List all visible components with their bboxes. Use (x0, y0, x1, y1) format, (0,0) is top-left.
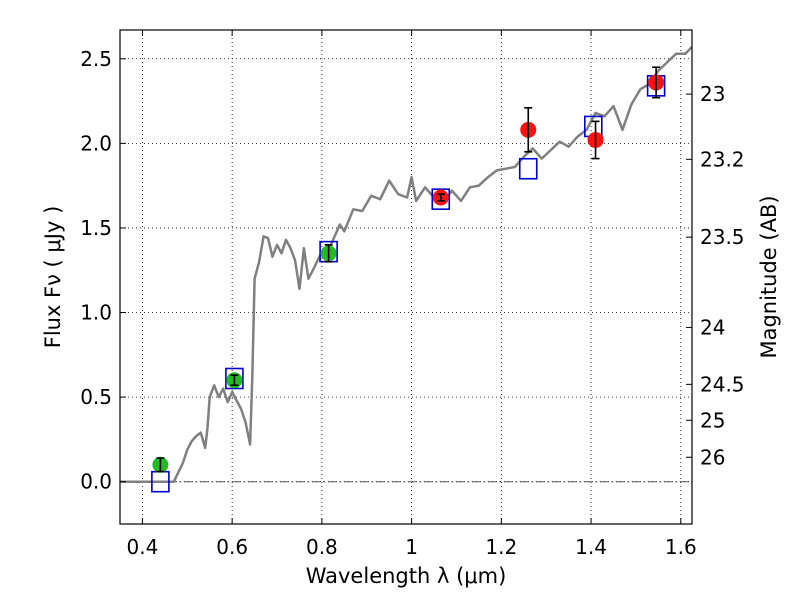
y-tick-label: 2.5 (80, 47, 112, 71)
model-bandpass-square (225, 367, 244, 390)
y2-tick-label: 26 (700, 445, 725, 469)
y-axis: 0.0 0.5 1.0 1.5 2.0 2.5 (80, 47, 126, 494)
y-axis-label: Flux Fν ( μJy ) (41, 206, 65, 349)
y-tick-label: 2.0 (80, 131, 112, 155)
grid-lines (120, 30, 692, 524)
observed-points (152, 66, 665, 473)
x-tick-label: 0.8 (306, 535, 338, 559)
y-tick-label: 1.0 (80, 301, 112, 325)
model-bandpass-markers (151, 75, 666, 493)
model-bandpass-square (518, 157, 538, 180)
y2-tick-label: 25 (700, 408, 725, 432)
y2-tick-label: 23 (700, 82, 725, 106)
x-tick-label: 1.4 (575, 535, 607, 559)
x-tick-label: 1.6 (665, 535, 697, 559)
y-tick-label: 0.5 (80, 385, 112, 409)
y2-axis: 23 23.2 23.5 24 24.5 25 26 (686, 82, 745, 469)
model-spectrum-line (120, 46, 692, 483)
x-tick-label: 1 (405, 535, 418, 559)
y2-tick-label: 24.5 (700, 372, 745, 396)
y2-tick-label: 23.2 (700, 147, 745, 171)
x-tick-label: 0.6 (216, 535, 248, 559)
plot-area (120, 46, 692, 493)
y-tick-label: 1.5 (80, 216, 112, 240)
x-axis: 0.4 0.6 0.8 1 1.2 1.4 1.6 (127, 30, 697, 559)
x-axis-label: Wavelength λ (μm) (306, 564, 507, 588)
plot-frame (119, 29, 693, 525)
y2-axis-label: Magnitude (AB) (757, 195, 781, 358)
y-tick-label: 0.0 (80, 470, 112, 494)
model-bandpass-square (431, 188, 451, 210)
x-tick-label: 0.4 (127, 535, 159, 559)
x-tick-label: 1.2 (485, 535, 517, 559)
y2-tick-label: 23.5 (700, 225, 745, 249)
y2-tick-label: 24 (700, 315, 725, 339)
